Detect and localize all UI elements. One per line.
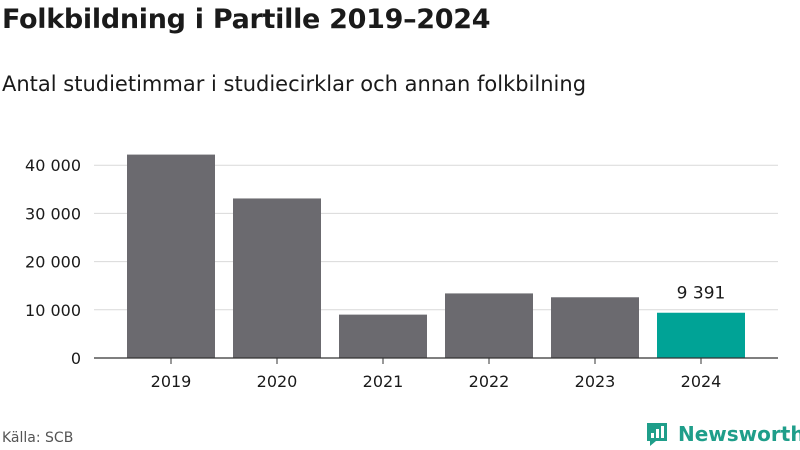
bar-2023 (551, 297, 639, 358)
data-labels: 9 391 (677, 284, 726, 304)
bar-2020 (233, 198, 321, 358)
newsworthy-logo-icon (647, 423, 667, 446)
y-tick-label: 30 000 (25, 204, 81, 223)
bar-2022 (445, 293, 533, 358)
x-tick-label: 2021 (363, 372, 404, 391)
bar-chart: 0 10 000 20 000 30 000 40 000 2019 2020 2021 202… (25, 154, 778, 391)
chart-subtitle: Antal studietimmar i studiecirklar och a… (2, 72, 587, 96)
x-tick-label: 2020 (257, 372, 298, 391)
brand: Newsworthy (644, 420, 800, 448)
bar-2024 (657, 312, 745, 358)
y-tick-label: 10 000 (25, 301, 81, 320)
y-tick-label: 0 (71, 349, 81, 368)
x-tick-label: 2023 (575, 372, 616, 391)
x-tick-label: 2024 (681, 372, 722, 391)
brand-name: Newsworthy (678, 422, 800, 446)
data-label: 9 391 (677, 284, 726, 304)
chart-title: Folkbildning i Partille 2019–2024 (2, 4, 491, 35)
bars (127, 154, 745, 358)
bar-2019 (127, 154, 215, 358)
bar-2021 (339, 314, 427, 358)
y-tick-label: 40 000 (25, 156, 81, 175)
x-tick-label: 2022 (469, 372, 510, 391)
axis-ticks: 0 10 000 20 000 30 000 40 000 2019 2020 2021 202… (25, 156, 778, 391)
x-tick-label: 2019 (151, 372, 192, 391)
source-note: Källa: SCB (2, 430, 74, 446)
y-tick-label: 20 000 (25, 253, 81, 272)
